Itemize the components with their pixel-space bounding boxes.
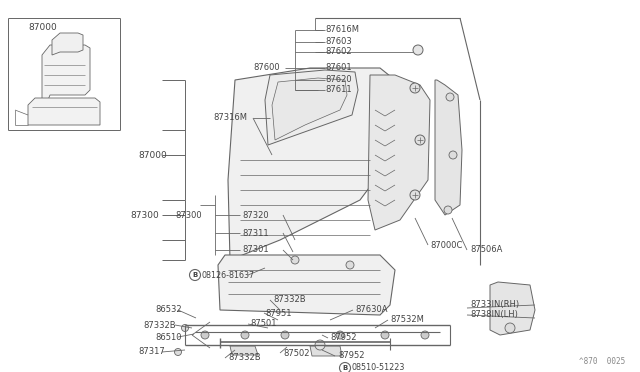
Polygon shape	[218, 255, 395, 315]
Text: 87300: 87300	[130, 211, 159, 219]
Text: 87602: 87602	[325, 48, 351, 57]
Circle shape	[291, 256, 299, 264]
Polygon shape	[52, 33, 83, 55]
Circle shape	[381, 331, 389, 339]
Text: 87316M: 87316M	[213, 113, 247, 122]
Text: 87332B: 87332B	[228, 353, 260, 362]
Polygon shape	[265, 70, 358, 145]
Circle shape	[444, 206, 452, 214]
Circle shape	[182, 324, 189, 331]
Text: 87301: 87301	[242, 246, 269, 254]
Text: 87952: 87952	[330, 334, 356, 343]
Polygon shape	[272, 78, 347, 140]
Text: ^870  0025: ^870 0025	[579, 357, 625, 366]
Text: 8738IN(LH): 8738IN(LH)	[470, 311, 518, 320]
Text: 87000: 87000	[138, 151, 167, 160]
Circle shape	[505, 323, 515, 333]
Text: 87300: 87300	[175, 211, 202, 219]
Polygon shape	[310, 346, 342, 356]
Circle shape	[339, 362, 351, 372]
Polygon shape	[228, 68, 395, 260]
Text: 86510: 86510	[155, 333, 182, 341]
Text: 87603: 87603	[325, 38, 352, 46]
Circle shape	[201, 331, 209, 339]
Text: 08126-81637: 08126-81637	[202, 270, 255, 279]
Text: 87620: 87620	[325, 76, 351, 84]
Text: 87952: 87952	[338, 352, 365, 360]
Text: 87611: 87611	[325, 86, 351, 94]
Text: 87000: 87000	[28, 23, 57, 32]
Polygon shape	[368, 75, 430, 230]
Text: 87501: 87501	[250, 320, 276, 328]
Text: 87616M: 87616M	[325, 26, 359, 35]
Text: 87000C: 87000C	[430, 241, 462, 250]
Circle shape	[446, 93, 454, 101]
Polygon shape	[42, 45, 90, 115]
Text: 87630A: 87630A	[355, 305, 387, 314]
Circle shape	[175, 349, 182, 356]
Text: 87332B: 87332B	[143, 321, 175, 330]
Circle shape	[413, 45, 423, 55]
Polygon shape	[490, 282, 535, 335]
Text: 87317: 87317	[138, 347, 164, 356]
Text: 08510-51223: 08510-51223	[352, 363, 405, 372]
Circle shape	[410, 83, 420, 93]
Text: 87320: 87320	[242, 211, 269, 219]
Polygon shape	[230, 346, 258, 355]
Circle shape	[415, 135, 425, 145]
Text: 87601: 87601	[325, 64, 351, 73]
Text: B: B	[342, 365, 348, 371]
Text: 87951: 87951	[265, 308, 291, 317]
Text: 8733IN(RH): 8733IN(RH)	[470, 301, 519, 310]
Circle shape	[449, 151, 457, 159]
Circle shape	[346, 261, 354, 269]
Text: 87311: 87311	[242, 228, 269, 237]
Circle shape	[410, 190, 420, 200]
Circle shape	[281, 331, 289, 339]
Text: B: B	[193, 272, 198, 278]
Text: 87600: 87600	[253, 64, 280, 73]
Polygon shape	[28, 98, 100, 125]
Circle shape	[241, 331, 249, 339]
Circle shape	[315, 340, 325, 350]
Text: 87506A: 87506A	[470, 246, 502, 254]
Circle shape	[189, 269, 200, 280]
Text: 87332B: 87332B	[273, 295, 306, 305]
Circle shape	[336, 331, 344, 339]
Text: 87532M: 87532M	[390, 315, 424, 324]
Text: 86532: 86532	[155, 305, 182, 314]
Polygon shape	[435, 80, 462, 215]
Circle shape	[421, 331, 429, 339]
Text: 87502: 87502	[283, 349, 310, 357]
